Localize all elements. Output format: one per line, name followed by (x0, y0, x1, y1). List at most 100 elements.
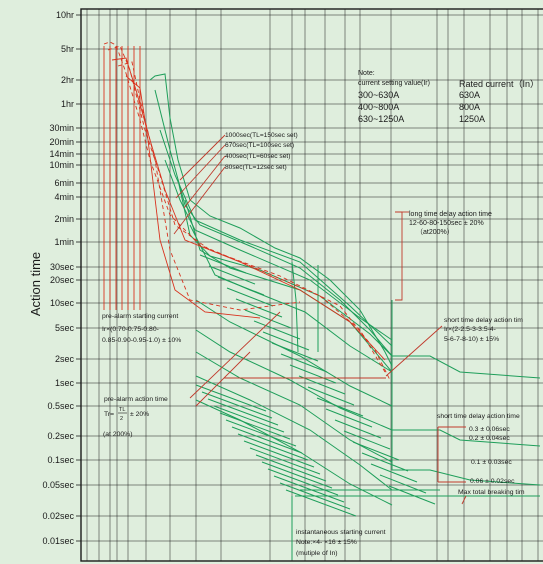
max-breaking-label: Max total breaking tim (458, 489, 525, 496)
annotation-line-3 (173, 166, 226, 235)
green-curve-0 (149, 73, 393, 367)
green-hatch-low (225, 419, 297, 447)
green-hatch-low (285, 489, 357, 517)
short-time-time-annotation: short time delay action time 0.3 ± 0.06s… (437, 413, 520, 485)
green-hatch (316, 397, 364, 417)
green-hatch-low (237, 433, 309, 461)
note-range-2: 400~800A (358, 102, 399, 112)
green-hatch-low (261, 461, 333, 489)
y-tick-label: 1sec (55, 378, 75, 388)
short-time-current-line2: 5-6-7-8-10) ± 15% (444, 336, 499, 343)
note-rated-2: 800A (459, 102, 480, 112)
annotation-line-10 (437, 426, 466, 483)
green-hatch-low (195, 384, 267, 412)
short-time-current-annotation: short time delay action tim Ir×(2-2.5-3-… (444, 317, 523, 343)
curve-label-400: 400sec(TL=60sec set) (225, 153, 290, 160)
green-hatch-low (249, 447, 321, 475)
green-hatch (226, 287, 274, 307)
red-curve-1 (107, 45, 391, 381)
green-hatch-low (279, 482, 351, 510)
green-characteristic-curves (149, 73, 541, 560)
pre-alarm-current-line2: 0.85-0.90-0.95-1.0) ± 10% (102, 337, 181, 344)
green-hatch (235, 298, 283, 318)
green-curve-2 (159, 129, 393, 347)
green-curve-13 (391, 340, 541, 447)
green-hatch (199, 254, 247, 274)
green-hatch (289, 364, 337, 384)
note-range-3: 630~1250A (358, 114, 404, 124)
pre-alarm-formula-den: 2 (120, 416, 123, 422)
green-hatch (262, 331, 310, 351)
pre-alarm-current-line1: Ir×(0.70-0.75-0.80- (102, 326, 159, 333)
y-tick-label: 30min (49, 123, 74, 133)
y-tick-label: 10min (49, 160, 74, 170)
green-hatch (217, 276, 265, 296)
green-curve-10 (195, 375, 393, 491)
green-curve-3 (164, 159, 393, 341)
y-tick-label: 5sec (55, 323, 75, 333)
green-hatch (298, 375, 346, 395)
green-hatch (208, 265, 256, 285)
annotation-line-8 (189, 311, 281, 399)
y-tick-label: 0.2sec (47, 431, 74, 441)
green-curve-5 (184, 199, 393, 373)
green-hatch (253, 320, 301, 340)
green-curve-8 (195, 329, 393, 431)
green-curve-19 (291, 261, 299, 353)
green-hatch (334, 419, 382, 439)
y-tick-label: 2sec (55, 354, 75, 364)
y-tick-label: 0.02sec (42, 511, 74, 521)
curve-label-670: 670sec(TL=100sec set) (225, 142, 294, 149)
green-hatch (271, 342, 319, 362)
pre-alarm-formula-num: TL (119, 407, 125, 413)
annotation-lines (173, 134, 467, 505)
green-hatch (388, 485, 436, 505)
y-tick-label: 1hr (61, 99, 74, 109)
instantaneous-line1: Note:×4- ×16 ± 15% (296, 539, 357, 546)
y-tick-label: 20min (49, 137, 74, 147)
y-tick-label: 2hr (61, 75, 74, 85)
y-tick-label: 14min (49, 149, 74, 159)
green-hatch (343, 430, 391, 450)
green-hatch-low (201, 391, 273, 419)
green-hatch (352, 441, 400, 461)
grid-lines (81, 9, 543, 561)
plot-frame (80, 8, 543, 562)
annotation-line-6 (385, 325, 443, 377)
green-hatch (307, 386, 355, 406)
y-tick-label: 4min (54, 192, 74, 202)
y-tick-label: 2min (54, 214, 74, 224)
annotation-line-2 (183, 155, 226, 209)
green-hatch-low (219, 412, 291, 440)
pre-alarm-time-title: pre-alarm action time (104, 396, 168, 403)
green-hatch (325, 408, 373, 428)
y-tick-label: 0.5sec (47, 401, 74, 411)
pre-alarm-formula-suffix: ± 20% (130, 411, 149, 418)
y-tick-label: 5hr (61, 44, 74, 54)
short-time-current-title: short time delay action tim (444, 317, 523, 324)
instantaneous-annotation: instantaneous starting current Note:×4- … (296, 529, 386, 557)
note-rated-3: 1250A (459, 114, 485, 124)
y-tick-label: 6min (54, 178, 74, 188)
long-time-title: long time delay action time (409, 211, 492, 218)
note-title: Note: (358, 70, 375, 77)
y-tick-label: 0.05sec (42, 480, 74, 490)
curve-label-1000: 1000sec(TL=150sec set) (225, 132, 298, 139)
green-hatch-low (255, 454, 327, 482)
green-hatch-low (231, 426, 303, 454)
pre-alarm-formula-prefix: Tr= (104, 411, 114, 418)
note-header-right: Rated current（In） (459, 79, 539, 89)
annotation-line-9 (195, 351, 251, 407)
annotation-line-4 (395, 211, 403, 301)
annotation-line-11 (461, 495, 467, 505)
red-curve-2 (111, 57, 386, 361)
green-hatch-low (243, 440, 315, 468)
note-range-1: 300~630A (358, 90, 399, 100)
short-time-value-0.3: 0.3 ± 0.06sec (469, 426, 510, 433)
pre-alarm-current-title: pre-alarm starting current (102, 313, 178, 320)
long-time-line1: 12-60-80-150sec ± 20% (409, 220, 484, 227)
pre-alarm-time-note: (at 200%) (103, 431, 132, 438)
annotation-line-1 (175, 144, 226, 199)
green-hatch-low (273, 475, 345, 503)
